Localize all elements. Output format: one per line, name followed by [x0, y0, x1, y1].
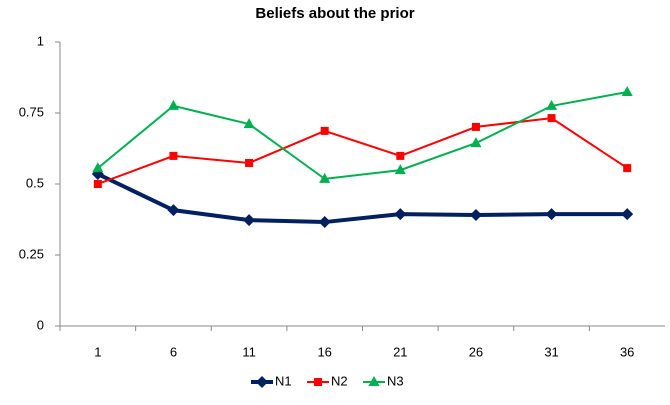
point: [546, 99, 558, 110]
y-tick-label: 1: [37, 33, 44, 48]
series-line: [97, 117, 628, 185]
point: [368, 376, 380, 386]
point: [92, 162, 104, 173]
x-tick-label: 11: [242, 344, 256, 359]
point: [318, 216, 331, 229]
point: [243, 214, 256, 227]
point: [547, 114, 556, 123]
x-tick-label: 16: [317, 344, 331, 359]
point: [256, 376, 268, 388]
point: [93, 180, 102, 188]
point: [394, 164, 406, 175]
point: [469, 208, 482, 221]
x-tick-label: 1: [94, 344, 101, 359]
point: [621, 85, 633, 96]
y-tick-label: 0.75: [19, 104, 44, 119]
x-tick-label: 6: [170, 344, 177, 359]
point: [169, 151, 178, 160]
x-tick-label: 36: [620, 344, 634, 359]
point: [545, 208, 558, 221]
series-line: [96, 172, 628, 225]
legend-label: N1: [275, 373, 292, 388]
y-tick-label: 0.25: [19, 246, 44, 261]
point: [167, 204, 180, 217]
x-tick-label: 31: [544, 344, 558, 359]
point: [470, 137, 482, 148]
chart-title: Beliefs about the prior: [255, 5, 414, 22]
point: [394, 208, 407, 221]
legend-label: N3: [387, 373, 404, 388]
point: [623, 164, 632, 173]
y-tick-label: 0: [37, 317, 44, 332]
x-tick-label: 21: [393, 344, 407, 359]
point: [471, 122, 480, 131]
point: [320, 126, 329, 135]
point: [621, 208, 634, 221]
point: [319, 172, 331, 183]
point: [245, 158, 254, 167]
point: [396, 151, 405, 160]
y-tick-label: 0.5: [26, 175, 44, 190]
point: [314, 378, 322, 386]
point: [167, 99, 179, 110]
series-line: [97, 91, 628, 180]
x-tick-label: 26: [469, 344, 483, 359]
point: [243, 118, 255, 129]
legend-label: N2: [331, 373, 348, 388]
